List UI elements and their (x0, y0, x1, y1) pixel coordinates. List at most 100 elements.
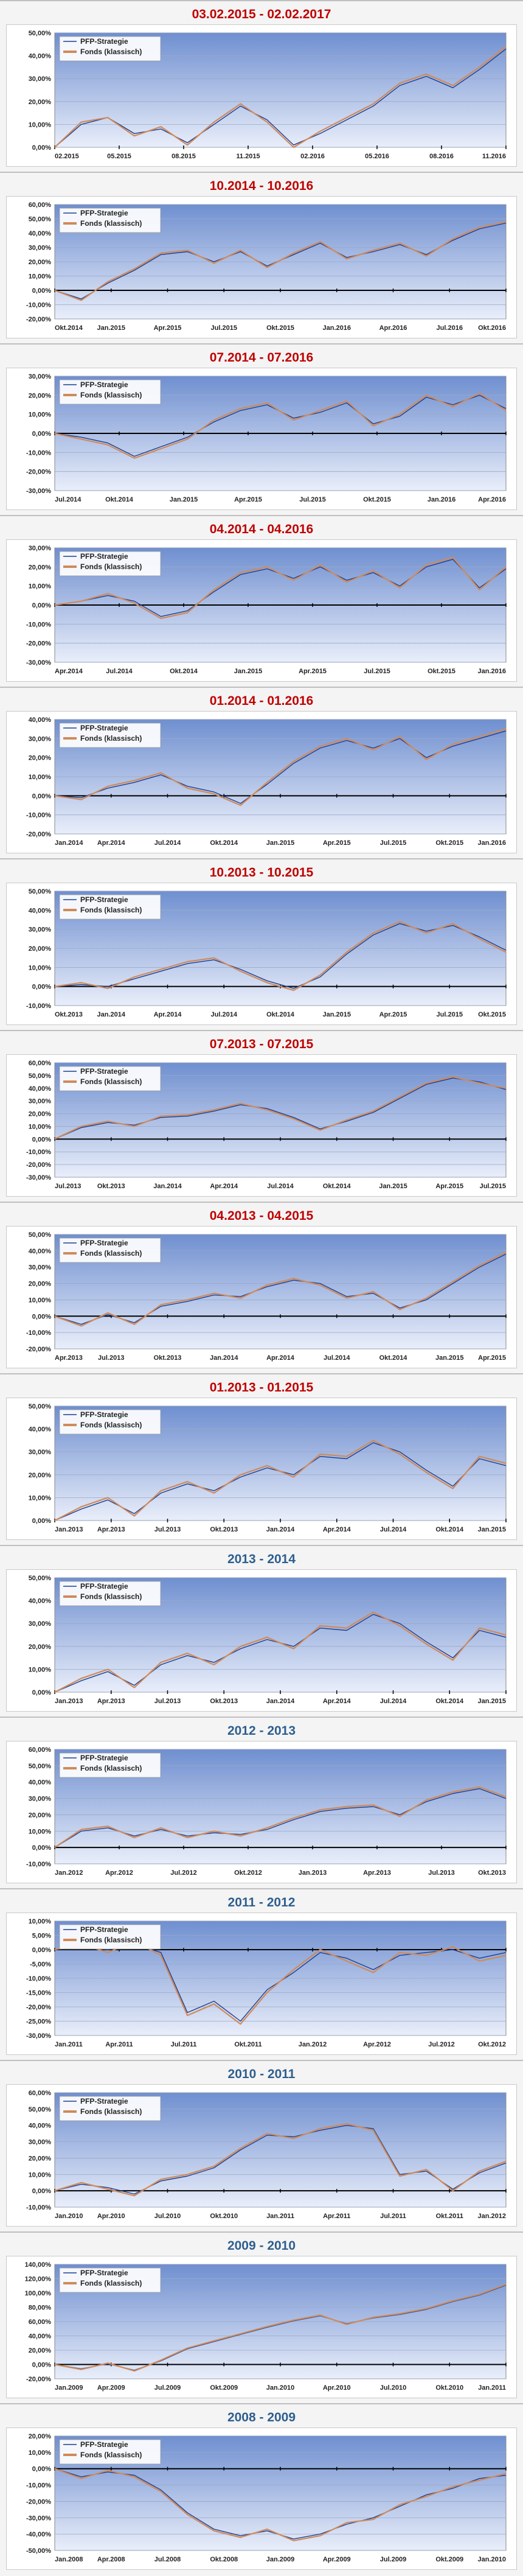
x-tick-label: Okt.2014 (55, 324, 83, 332)
y-tick-label: 50,00% (29, 1231, 52, 1239)
x-tick-label: Apr.2009 (323, 2556, 351, 2563)
y-tick-label: -10,00% (26, 1003, 51, 1010)
x-tick-label: Apr.2008 (97, 2556, 125, 2563)
y-tick-label: 120,00% (25, 2276, 52, 2283)
y-tick-label: 10,00% (29, 1123, 52, 1130)
x-tick-label: Jan.2014 (210, 1354, 238, 1362)
y-tick-label: 40,00% (29, 716, 52, 724)
chart-title: 2011 - 2012 (227, 1895, 296, 1909)
x-tick-label: 02.2016 (300, 153, 325, 160)
legend-label: Fonds (klassisch) (80, 734, 142, 743)
x-tick-label: Okt.2013 (55, 1011, 83, 1018)
series-line-pfp-strategie (54, 1253, 507, 1325)
panel-divider (0, 2231, 523, 2233)
legend-box (59, 208, 161, 233)
chart-title: 2008 - 2009 (227, 2410, 296, 2424)
y-tick-label: -20,00% (26, 469, 51, 476)
x-tick-label: Okt.2014 (379, 1354, 408, 1362)
y-tick-label: 10,00% (29, 2449, 52, 2457)
y-tick-label: 10,00% (29, 1828, 52, 1835)
y-tick-label: 30,00% (29, 1449, 52, 1456)
chart-title: 2012 - 2013 (227, 1724, 296, 1738)
series-line-pfp-strategie (54, 923, 507, 989)
y-tick-label: 20,00% (29, 945, 52, 953)
y-tick-label: 20,00% (29, 2433, 52, 2440)
series-line-fonds-klassisch (54, 1786, 507, 1849)
y-tick-label: -20,00% (26, 831, 51, 838)
x-tick-label: Jan.2015 (234, 668, 262, 675)
y-tick-label: -20,00% (26, 316, 51, 323)
chart-title: 07.2013 - 07.2015 (209, 1037, 314, 1051)
x-tick-label: Jan.2009 (55, 2384, 83, 2392)
y-tick-label: 60,00% (29, 1060, 52, 1067)
y-tick-label: 50,00% (29, 1073, 52, 1080)
legend-label: PFP-Strategie (80, 380, 128, 389)
x-tick-label: Jan.2012 (478, 2213, 506, 2220)
y-tick-label: -20,00% (26, 2004, 51, 2011)
plot-area (54, 1234, 507, 1349)
y-tick-label: -10,00% (26, 812, 51, 819)
x-tick-label: Jul.2014 (380, 1698, 407, 1705)
chart-panel: 07.2013 - 07.2015 -30,00% -20,00% -10,00% 0,… (0, 1030, 523, 1202)
y-tick-label: 20,00% (29, 259, 52, 266)
y-tick-label: 40,00% (29, 1598, 52, 1605)
y-tick-label: 10,00% (29, 2171, 52, 2179)
y-tick-label: 0,00% (32, 430, 51, 438)
chart-panel: 01.2013 - 01.2015 0,00% 10,00% 20,00% 30,00%… (0, 1373, 523, 1545)
chart-panel: 2009 - 2010 -20,00% 0,00% 20,00% 40,00% 60,00… (0, 2231, 523, 2403)
y-tick-label: 10,00% (29, 1666, 52, 1673)
x-tick-label: Okt.2015 (435, 839, 463, 847)
chart-panel: 2012 - 2013 -10,00% 0,00% 10,00% 20,00% 30,00… (0, 1717, 523, 1888)
y-tick-label: -10,00% (26, 449, 51, 457)
chart-title: 2010 - 2011 (227, 2067, 296, 2081)
series-line-fonds-klassisch (54, 1076, 507, 1140)
x-tick-label: Okt.2011 (436, 2213, 463, 2220)
legend-label: Fonds (klassisch) (80, 1421, 142, 1429)
x-tick-label: Apr.2015 (379, 1011, 407, 1018)
y-tick-label: 10,00% (29, 121, 52, 128)
legend-box (59, 1752, 161, 1778)
y-tick-label: -30,00% (26, 659, 51, 667)
y-tick-label: 0,00% (32, 1517, 51, 1525)
x-tick-label: Apr.2014 (323, 1526, 352, 1533)
x-tick-label: 02.2015 (55, 153, 79, 160)
y-tick-label: 50,00% (29, 1403, 52, 1410)
y-tick-label: 30,00% (29, 1098, 52, 1105)
chart-panel: 04.2013 - 04.2015 -20,00% -10,00% 0,00% 10,0… (0, 1202, 523, 1373)
y-tick-label: 40,00% (29, 907, 52, 914)
chart-title: 04.2014 - 04.2016 (209, 522, 314, 536)
x-tick-label: Jan.2015 (478, 1526, 506, 1533)
x-tick-label: Okt.2011 (234, 2041, 262, 2048)
chart-title: 04.2013 - 04.2015 (209, 1209, 314, 1223)
x-tick-label: Okt.2013 (478, 1869, 506, 1877)
x-tick-label: Okt.2014 (105, 496, 134, 503)
x-tick-label: Apr.2012 (105, 1869, 133, 1877)
x-tick-label: Okt.2016 (478, 324, 506, 332)
legend-box (59, 36, 161, 61)
y-tick-label: 100,00% (25, 2290, 52, 2297)
y-tick-label: -50,00% (26, 2547, 51, 2555)
line-chart: -10,00% 0,00% 10,00% 20,00% 30,00% 40,00% 50,0… (26, 1746, 507, 1877)
x-tick-label: Apr.2013 (97, 1698, 125, 1705)
legend-label: Fonds (klassisch) (80, 219, 142, 228)
legend-label: PFP-Strategie (80, 2097, 128, 2105)
x-tick-label: Okt.2008 (210, 2556, 238, 2563)
y-tick-label: 40,00% (29, 2333, 52, 2340)
legend-label: Fonds (klassisch) (80, 391, 142, 399)
panel-divider (0, 1373, 523, 1374)
x-tick-label: Jul.2013 (154, 1698, 181, 1705)
x-tick-label: Jul.2015 (211, 324, 237, 332)
x-tick-label: Jul.2008 (154, 2556, 181, 2563)
chart-title: 07.2014 - 07.2016 (209, 351, 314, 365)
legend-box (59, 2439, 161, 2465)
y-tick-label: 10,00% (29, 583, 52, 590)
x-tick-label: Jan.2015 (170, 496, 198, 503)
panel-divider (0, 858, 523, 859)
y-tick-label: 40,00% (29, 53, 52, 60)
x-tick-label: Apr.2013 (55, 1354, 83, 1362)
